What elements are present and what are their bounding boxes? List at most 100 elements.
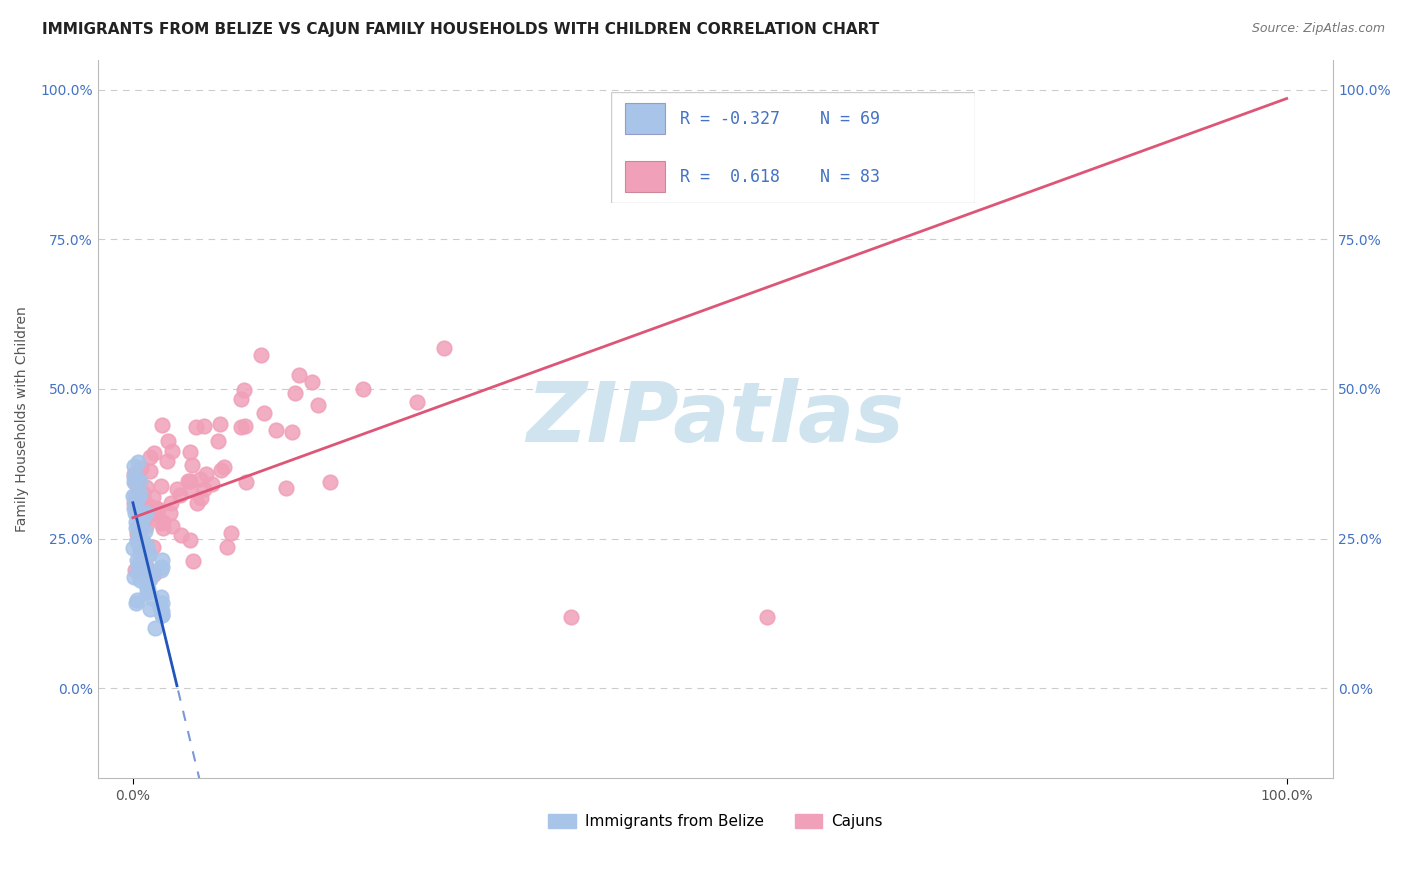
Point bbox=[177, 474, 200, 488]
Point bbox=[179, 533, 201, 547]
Point bbox=[149, 600, 172, 615]
Point bbox=[122, 496, 145, 510]
Point bbox=[148, 502, 170, 516]
Point bbox=[122, 500, 145, 515]
Point bbox=[143, 446, 166, 460]
Point bbox=[135, 506, 157, 520]
Point bbox=[135, 585, 157, 599]
Point bbox=[136, 582, 159, 597]
Point bbox=[170, 527, 193, 541]
Point bbox=[195, 467, 218, 481]
Point bbox=[129, 545, 152, 559]
Point bbox=[231, 392, 253, 406]
Point bbox=[149, 563, 172, 577]
Point bbox=[125, 515, 148, 529]
Point bbox=[122, 470, 145, 484]
Point bbox=[301, 375, 323, 389]
Point bbox=[129, 537, 152, 551]
Point bbox=[136, 539, 159, 553]
Point bbox=[208, 417, 231, 432]
Point bbox=[124, 490, 146, 504]
Point bbox=[125, 553, 148, 567]
Point bbox=[122, 489, 145, 503]
Point bbox=[135, 566, 157, 581]
Point bbox=[136, 572, 159, 586]
Point bbox=[253, 406, 276, 420]
Point bbox=[127, 562, 149, 576]
Point bbox=[127, 533, 149, 548]
Point bbox=[131, 513, 153, 527]
Point bbox=[124, 470, 146, 484]
Point bbox=[134, 524, 156, 538]
Text: Source: ZipAtlas.com: Source: ZipAtlas.com bbox=[1251, 22, 1385, 36]
Point bbox=[127, 557, 149, 571]
Point bbox=[122, 475, 145, 490]
Point bbox=[152, 521, 174, 535]
Point bbox=[235, 475, 257, 489]
Point bbox=[125, 521, 148, 535]
Point bbox=[129, 496, 152, 510]
Point bbox=[319, 475, 342, 489]
Point bbox=[287, 368, 309, 382]
Point bbox=[180, 458, 202, 472]
Point bbox=[352, 382, 374, 396]
Point bbox=[188, 472, 211, 486]
Point bbox=[128, 486, 150, 500]
Point bbox=[128, 530, 150, 544]
Point bbox=[307, 398, 329, 412]
Point bbox=[150, 560, 173, 574]
Text: IMMIGRANTS FROM BELIZE VS CAJUN FAMILY HOUSEHOLDS WITH CHILDREN CORRELATION CHAR: IMMIGRANTS FROM BELIZE VS CAJUN FAMILY H… bbox=[42, 22, 879, 37]
Point bbox=[135, 480, 157, 494]
Point bbox=[129, 567, 152, 582]
Point bbox=[209, 462, 232, 476]
Point bbox=[190, 491, 212, 505]
Point bbox=[162, 444, 184, 458]
Point bbox=[150, 479, 173, 493]
Point bbox=[193, 483, 215, 497]
Point bbox=[152, 516, 174, 530]
Point bbox=[139, 464, 162, 478]
Point bbox=[131, 541, 153, 556]
Point bbox=[150, 418, 173, 433]
Point bbox=[134, 569, 156, 583]
Point bbox=[131, 549, 153, 563]
Point bbox=[143, 621, 166, 635]
Point bbox=[131, 516, 153, 530]
Point bbox=[132, 490, 155, 504]
Point bbox=[156, 434, 179, 449]
Point bbox=[127, 491, 149, 506]
Point bbox=[128, 540, 150, 554]
Point bbox=[135, 519, 157, 533]
Point bbox=[433, 341, 456, 355]
Point bbox=[124, 467, 146, 482]
Point bbox=[139, 602, 162, 616]
Point bbox=[560, 609, 582, 624]
Point bbox=[124, 507, 146, 521]
Point bbox=[135, 578, 157, 592]
Point bbox=[128, 536, 150, 550]
Point bbox=[181, 554, 204, 568]
Point bbox=[129, 460, 152, 475]
Point bbox=[142, 540, 165, 554]
Point bbox=[193, 419, 215, 434]
Point bbox=[132, 534, 155, 549]
Point bbox=[149, 516, 172, 530]
Point bbox=[125, 527, 148, 541]
Point bbox=[127, 592, 149, 607]
Point bbox=[129, 566, 152, 581]
Point bbox=[146, 507, 169, 521]
Point bbox=[150, 608, 173, 623]
Point bbox=[179, 483, 201, 497]
Point bbox=[756, 609, 779, 624]
Point bbox=[127, 504, 149, 518]
Point bbox=[122, 459, 145, 474]
Point bbox=[128, 474, 150, 488]
Point bbox=[124, 475, 146, 490]
Text: ZIPatlas: ZIPatlas bbox=[527, 378, 904, 459]
Point bbox=[132, 514, 155, 528]
Point bbox=[127, 455, 149, 469]
Point bbox=[142, 566, 165, 581]
Point bbox=[179, 475, 201, 489]
Point bbox=[128, 521, 150, 535]
Point bbox=[125, 533, 148, 548]
